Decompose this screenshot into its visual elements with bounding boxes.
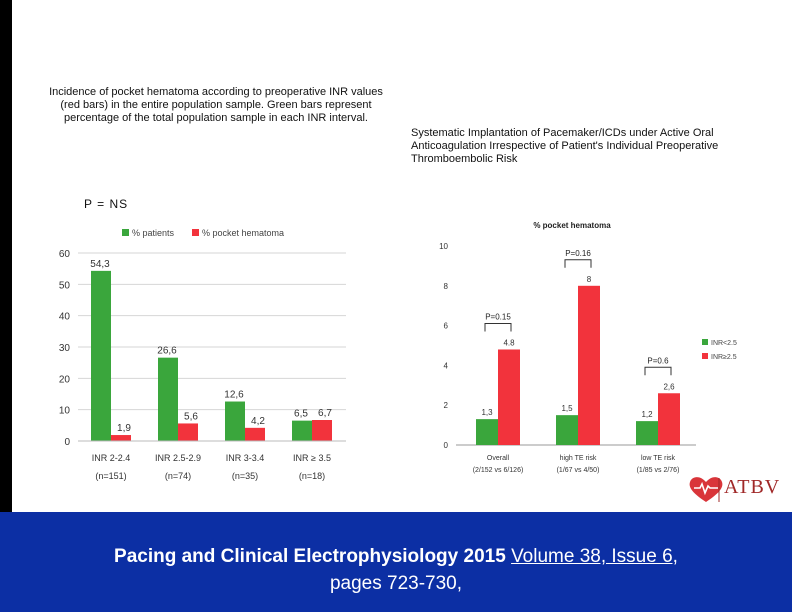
y-tick-label: 40 <box>59 312 71 323</box>
x-tick-label: (1/85 vs 2/76) <box>637 467 680 474</box>
bar <box>476 419 498 445</box>
y-tick-label: 60 <box>59 249 71 260</box>
bar <box>91 270 111 441</box>
chart-title: % pocket hematoma <box>533 221 611 230</box>
bar <box>636 421 658 445</box>
citation-line-1: Pacing and Clinical Electrophysiology 20… <box>0 546 792 568</box>
data-label: 6,7 <box>318 408 332 419</box>
legend-swatch <box>702 339 708 345</box>
significance-bracket <box>564 259 592 268</box>
y-tick-label: 0 <box>64 437 70 448</box>
y-tick-label: 10 <box>59 406 71 417</box>
p-value-annotation: P=0.6 <box>647 356 669 365</box>
bar <box>658 393 680 445</box>
y-tick-label: 10 <box>439 242 448 251</box>
data-label: 8 <box>587 275 592 284</box>
significance-bracket <box>644 366 672 376</box>
bar <box>245 427 265 441</box>
legend-label: % patients <box>132 228 175 238</box>
x-tick-label: INR 2.5-2.9 <box>155 453 201 463</box>
data-label: 1,5 <box>561 404 573 413</box>
bar <box>158 357 178 441</box>
bar <box>178 423 198 441</box>
left-border-bar <box>0 0 12 512</box>
data-label: 4,2 <box>251 416 265 427</box>
x-tick-label: (n=74) <box>165 471 191 481</box>
legend-swatch <box>702 353 708 359</box>
issue-link[interactable]: Volume 38, Issue 6, <box>511 546 678 567</box>
bar <box>225 401 245 441</box>
p-value-annotation: P=0.16 <box>565 249 591 258</box>
data-label: 26,6 <box>157 346 177 357</box>
journal-name: Pacing and Clinical Electrophysiology 20… <box>114 546 506 567</box>
x-tick-label: INR 3-3.4 <box>226 453 265 463</box>
bar <box>292 420 312 441</box>
right-chart-caption: Systematic Implantation of Pacemaker/ICD… <box>411 127 719 165</box>
legend-label: INR≥2.5 <box>711 354 737 361</box>
data-label: 4.8 <box>503 338 515 347</box>
bar <box>578 285 600 445</box>
atbv-logo-heart-icon <box>689 477 723 502</box>
y-tick-label: 4 <box>444 361 449 370</box>
p-value-label: P = NS <box>84 197 129 211</box>
y-tick-label: 2 <box>444 401 449 410</box>
p-value-annotation: P=0.15 <box>485 312 511 321</box>
significance-bracket <box>484 322 512 332</box>
legend-swatch <box>122 229 129 236</box>
x-tick-label: INR 2-2.4 <box>92 453 131 463</box>
x-tick-label: low TE risk <box>641 455 676 462</box>
y-tick-label: 30 <box>59 343 71 354</box>
x-tick-label: Overall <box>487 455 510 462</box>
y-tick-label: 0 <box>444 441 449 450</box>
inr-intervals-bar-chart: 0 10 20 30 40 50 60 % patients % pocket hematoma… <box>59 228 346 481</box>
citation-pages: pages 723-730, <box>329 573 463 594</box>
bar <box>111 435 131 441</box>
x-tick-label: INR ≥ 3.5 <box>293 453 331 463</box>
data-label: 12,6 <box>224 390 244 401</box>
y-tick-label: 6 <box>444 322 449 331</box>
atbv-logo-text: ATBV <box>724 476 781 498</box>
x-tick-label: (2/152 vs 6/126) <box>473 467 524 474</box>
legend-swatch <box>192 229 199 236</box>
te-risk-bar-chart: % pocket hematoma 0 2 4 6 8 10 INR<2.5 INR≥2.5 1,… <box>439 221 737 474</box>
legend-label: % pocket hematoma <box>202 228 284 238</box>
data-label: 2,6 <box>663 382 675 391</box>
x-tick-label: (n=35) <box>232 471 258 481</box>
x-tick-label: high TE risk <box>560 455 597 462</box>
x-tick-label: (n=18) <box>299 471 325 481</box>
x-tick-label: (1/67 vs 4/50) <box>557 467 600 474</box>
citation-footer: Pacing and Clinical Electrophysiology 20… <box>0 512 792 612</box>
left-chart-caption: Incidence of pocket hematoma according t… <box>49 86 383 124</box>
bar <box>312 420 332 441</box>
y-tick-label: 8 <box>444 282 449 291</box>
data-label: 1,3 <box>481 408 493 417</box>
data-label: 1,9 <box>117 423 131 434</box>
legend-label: INR<2.5 <box>711 340 737 347</box>
x-tick-label: (n=151) <box>95 471 126 481</box>
y-tick-label: 20 <box>59 374 71 385</box>
bar <box>498 349 520 445</box>
bar <box>556 415 578 445</box>
data-label: 54,3 <box>90 259 110 270</box>
y-tick-label: 50 <box>59 280 71 291</box>
data-label: 6,5 <box>294 409 308 420</box>
data-label: 1,2 <box>641 410 653 419</box>
data-label: 5,6 <box>184 411 198 422</box>
